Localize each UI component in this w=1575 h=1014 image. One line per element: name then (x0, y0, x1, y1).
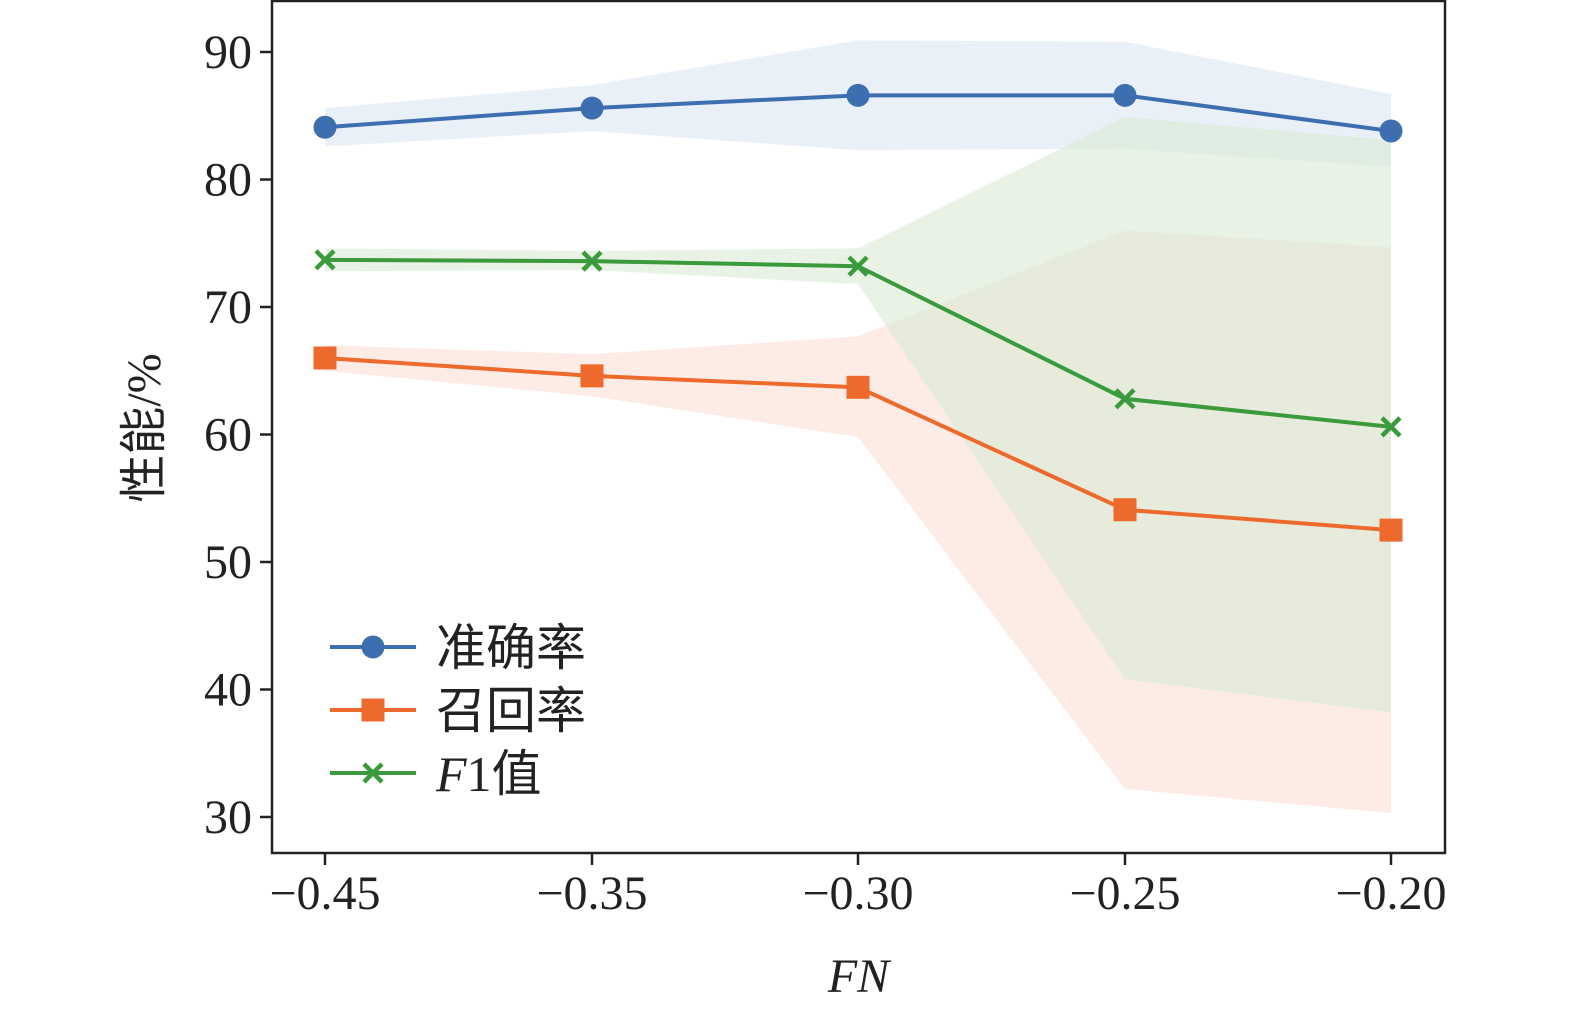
x-tick-label-3: −0.25 (1069, 867, 1180, 920)
y-tick-label-50: 50 (204, 536, 252, 589)
point-series-2-0-stroke-b (314, 249, 336, 271)
y-tick-label-90: 90 (204, 26, 252, 79)
legend-label-1: 召回率 (436, 683, 586, 739)
point-series-2-3-stroke-b (1114, 388, 1136, 410)
x-tick-label-4: −0.20 (1335, 867, 1446, 920)
legend-label-2-italic: F (435, 746, 467, 802)
point-series-2-0 (314, 249, 336, 271)
legend-label-0: 准确率 (436, 620, 586, 676)
y-tick-label-80: 80 (204, 154, 252, 207)
point-series-2-2 (847, 255, 869, 277)
point-series-2-4 (1380, 416, 1402, 438)
point-series-2-1 (581, 250, 603, 272)
y-tick-label-30: 30 (204, 791, 252, 844)
y-axis-ticks: 30 40 50 60 70 80 90 (204, 26, 272, 844)
legend-marker-1 (361, 698, 385, 722)
y-tick-label-40: 40 (204, 664, 252, 717)
point-series-1-0 (313, 346, 337, 370)
point-series-0-1 (580, 96, 604, 120)
point-series-1-1 (580, 364, 604, 388)
legend-label-2: F1值 (435, 746, 542, 802)
legend-marker-2-stroke-b (362, 762, 384, 784)
point-series-2-3 (1114, 388, 1136, 410)
band-series-2 (325, 117, 1391, 713)
point-series-0-0 (313, 115, 337, 139)
x-tick-label-1: −0.35 (536, 867, 647, 920)
point-series-2-2-stroke-b (847, 255, 869, 277)
legend-marker-0 (361, 635, 385, 659)
y-tick-label-70: 70 (204, 281, 252, 334)
point-series-1-2 (846, 375, 870, 399)
point-series-0-3 (1113, 83, 1137, 107)
y-axis-label: 性能/% (118, 353, 171, 502)
point-series-1-3 (1113, 498, 1137, 522)
x-axis-label: FN (827, 950, 892, 1003)
x-tick-label-0: −0.45 (269, 867, 380, 920)
x-axis-ticks: −0.45 −0.35 −0.30 −0.25 −0.20 (269, 853, 1447, 920)
series-markers (313, 83, 1403, 542)
legend-label-2-rest: 1值 (467, 746, 542, 802)
point-series-0-4 (1379, 119, 1403, 143)
legend-marker-2 (362, 762, 384, 784)
point-series-1-4 (1379, 518, 1403, 542)
x-tick-label-2: −0.30 (802, 867, 913, 920)
point-series-2-4-stroke-b (1380, 416, 1402, 438)
y-tick-label-60: 60 (204, 409, 252, 462)
point-series-2-1-stroke-b (581, 250, 603, 272)
point-series-0-2 (846, 83, 870, 107)
